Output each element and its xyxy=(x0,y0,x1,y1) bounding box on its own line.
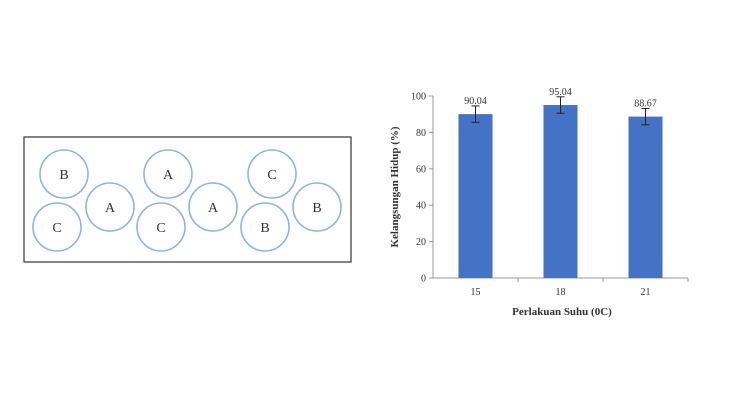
circle-label: A xyxy=(208,201,219,216)
bar-18 xyxy=(543,105,578,279)
y-tick-label: 20 xyxy=(416,237,426,248)
y-tick-label: 80 xyxy=(416,128,426,139)
circle-outline xyxy=(85,182,135,232)
circle-outline xyxy=(136,202,186,252)
circle-outline xyxy=(188,182,238,232)
data-label: 88.67 xyxy=(634,98,657,109)
plot-circle-c: C xyxy=(247,149,297,199)
circle-outline xyxy=(292,182,342,232)
circle-label: C xyxy=(52,221,61,236)
circle-outline xyxy=(247,149,297,199)
plot-circle-b: B xyxy=(292,182,342,232)
data-label: 90.04 xyxy=(464,96,487,107)
circle-label: B xyxy=(260,221,269,236)
plot-circle-a: A xyxy=(188,182,238,232)
y-tick-label: 100 xyxy=(411,92,426,103)
plot-circle-b: B xyxy=(240,202,290,252)
plot-circle-a: A xyxy=(143,149,193,199)
circle-label: C xyxy=(267,168,276,183)
circle-label: B xyxy=(312,201,321,216)
plot-circle-c: C xyxy=(136,202,186,252)
circle-outline xyxy=(143,149,193,199)
x-tick-label: 18 xyxy=(556,287,566,298)
circle-label: A xyxy=(163,168,174,183)
plot-circle-c: C xyxy=(32,202,82,252)
y-tick-label: 40 xyxy=(416,201,426,212)
y-axis-label: Kelangsungan Hidup (%) xyxy=(389,126,401,247)
circle-label: A xyxy=(105,201,116,216)
x-tick-label: 21 xyxy=(641,287,651,298)
bar-21 xyxy=(628,116,663,278)
bar-15 xyxy=(458,114,493,278)
y-tick-label: 60 xyxy=(416,164,426,175)
data-label: 95.04 xyxy=(549,87,572,98)
x-tick-label: 15 xyxy=(471,287,481,298)
circle-outline xyxy=(39,149,89,199)
x-axis-label: Perlakuan Suhu (0C) xyxy=(512,306,612,318)
plot-circle-a: A xyxy=(85,182,135,232)
y-tick-label: 0 xyxy=(421,274,426,285)
circle-label: C xyxy=(156,221,165,236)
circle-outline xyxy=(32,202,82,252)
circle-label: B xyxy=(59,168,68,183)
plot-circle-b: B xyxy=(39,149,89,199)
circle-outline xyxy=(240,202,290,252)
